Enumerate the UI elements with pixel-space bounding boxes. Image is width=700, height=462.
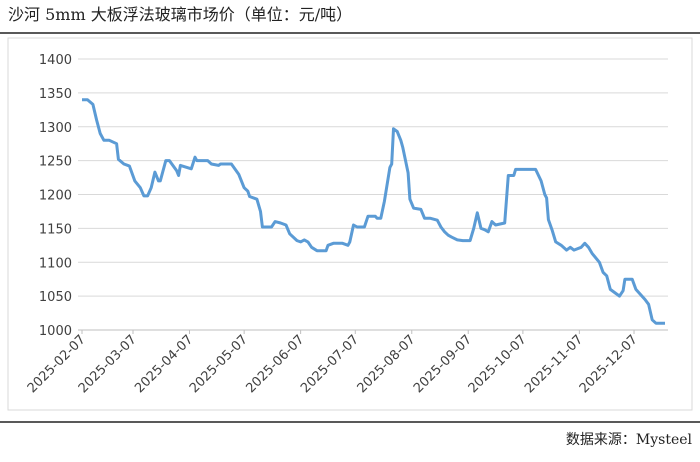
source: 数据来源：Mysteel (566, 432, 693, 448)
price-line (82, 98, 665, 325)
y-tick-label: 1200 (39, 189, 72, 204)
y-tick-label: 1250 (39, 155, 72, 170)
y-tick-label: 1150 (39, 222, 72, 237)
x-tick-label: 2025-05-07 (187, 332, 251, 396)
x-tick-label: 2025-12-07 (577, 332, 641, 396)
y-tick-label: 1000 (39, 324, 72, 339)
y-tick-label: 1350 (39, 87, 72, 102)
x-tick-label: 2025-08-07 (355, 332, 419, 396)
y-tick-label: 1050 (39, 290, 72, 305)
y-tick-label: 1300 (39, 121, 72, 136)
chart-frame (7, 37, 693, 411)
y-tick-label: 1400 (39, 53, 72, 68)
x-tick-label: 2025-07-07 (298, 332, 362, 396)
x-tick-label: 2025-10-07 (466, 332, 530, 396)
chart-title: 沙河 5mm 大板浮法玻璃市场价（单位：元/吨） (8, 5, 352, 24)
y-tick-label: 1100 (39, 256, 72, 271)
